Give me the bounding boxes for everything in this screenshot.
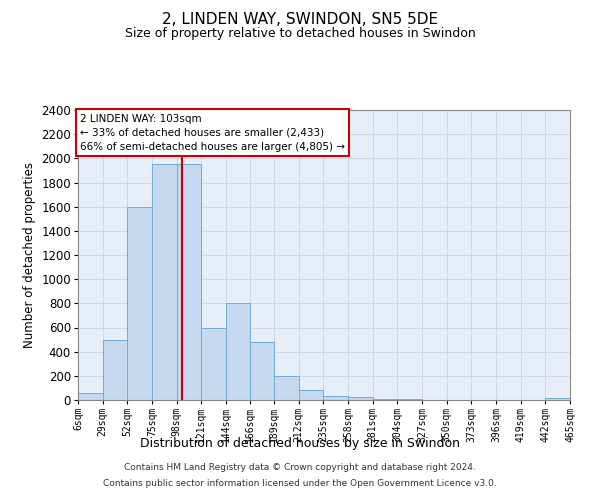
Bar xyxy=(397,399,422,400)
Bar xyxy=(299,390,323,400)
Text: Distribution of detached houses by size in Swindon: Distribution of detached houses by size … xyxy=(140,438,460,450)
Bar xyxy=(545,398,570,400)
Bar xyxy=(373,399,397,400)
Bar xyxy=(78,393,103,400)
Bar xyxy=(152,164,176,400)
Bar xyxy=(127,206,152,400)
Bar xyxy=(348,397,373,400)
Bar xyxy=(323,396,348,400)
Text: Contains public sector information licensed under the Open Government Licence v3: Contains public sector information licen… xyxy=(103,478,497,488)
Text: Contains HM Land Registry data © Crown copyright and database right 2024.: Contains HM Land Registry data © Crown c… xyxy=(124,464,476,472)
Bar xyxy=(176,164,201,400)
Text: 2, LINDEN WAY, SWINDON, SN5 5DE: 2, LINDEN WAY, SWINDON, SN5 5DE xyxy=(162,12,438,28)
Y-axis label: Number of detached properties: Number of detached properties xyxy=(23,162,36,348)
Bar xyxy=(274,376,299,400)
Bar xyxy=(103,340,127,400)
Bar xyxy=(250,342,274,400)
Text: 2 LINDEN WAY: 103sqm
← 33% of detached houses are smaller (2,433)
66% of semi-de: 2 LINDEN WAY: 103sqm ← 33% of detached h… xyxy=(80,114,345,152)
Bar xyxy=(226,304,250,400)
Bar xyxy=(201,328,226,400)
Text: Size of property relative to detached houses in Swindon: Size of property relative to detached ho… xyxy=(125,28,475,40)
